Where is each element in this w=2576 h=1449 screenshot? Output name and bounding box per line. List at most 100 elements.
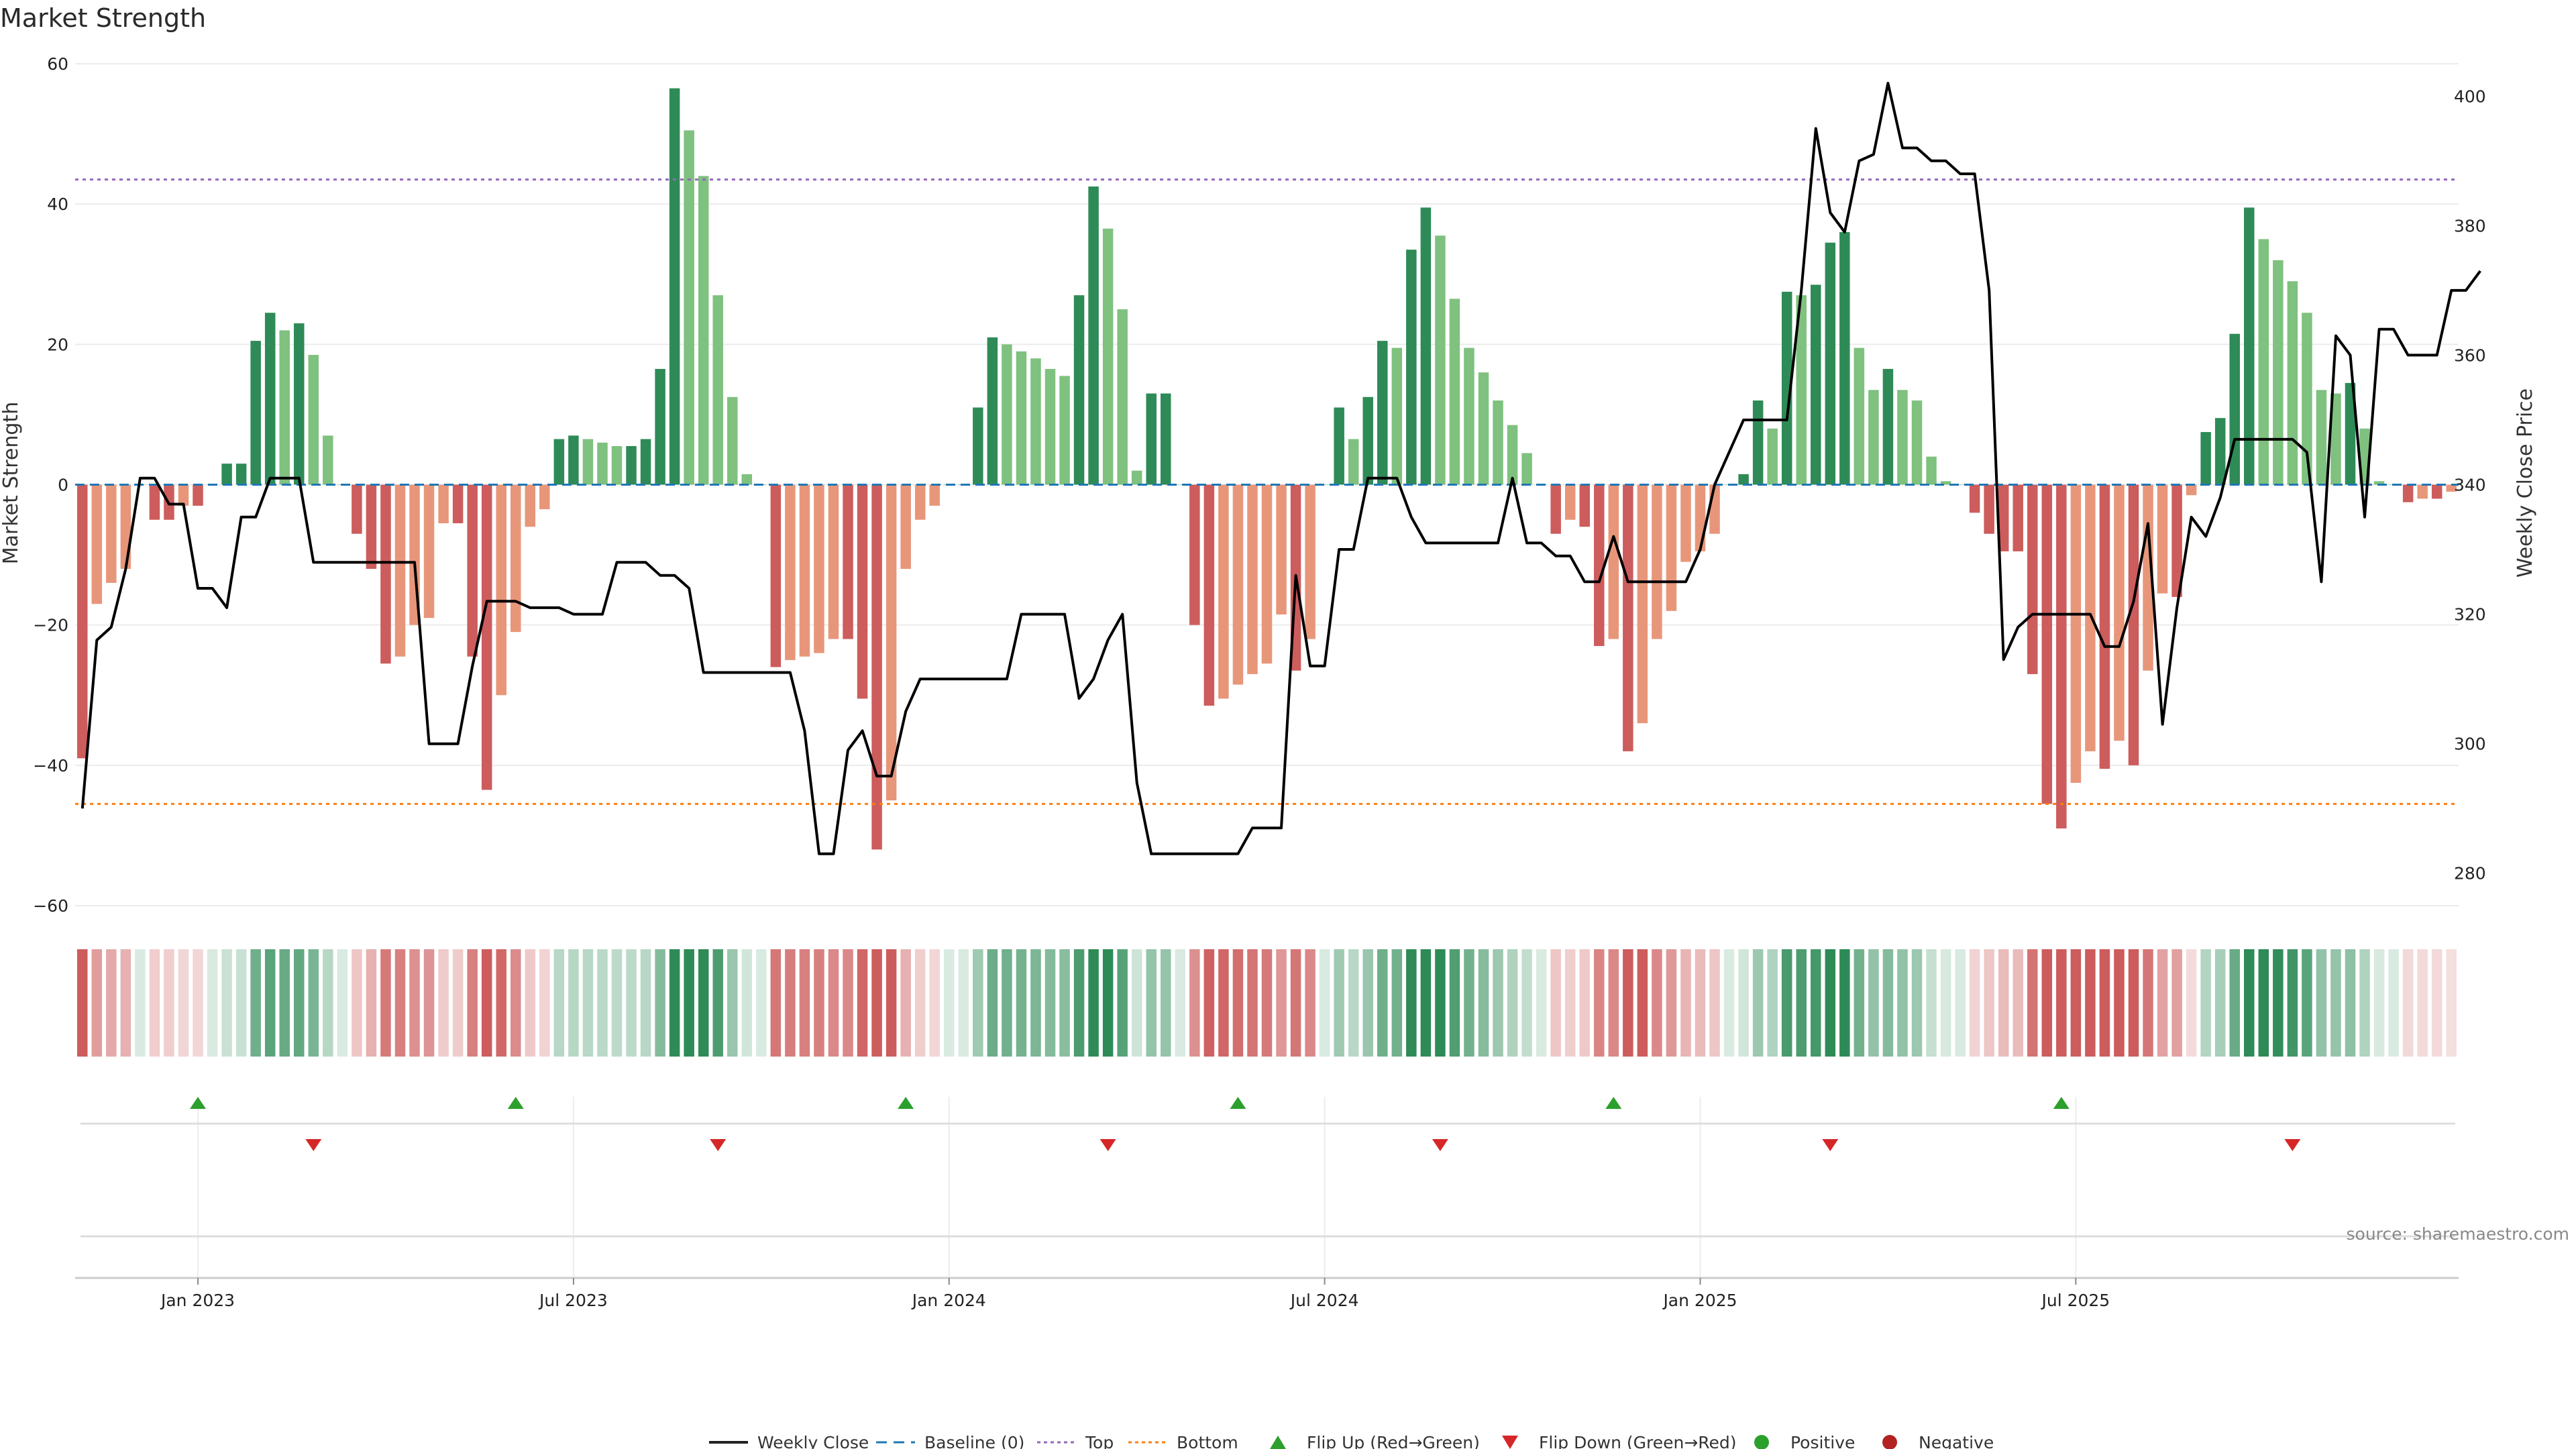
heat-cell — [857, 949, 868, 1057]
heat-cell — [178, 949, 189, 1057]
strength-bar — [1998, 484, 2009, 551]
heat-cell — [2200, 949, 2211, 1057]
heat-cell — [669, 949, 680, 1057]
legend-triangle-up-icon — [1270, 1436, 1286, 1449]
strength-bar — [193, 484, 203, 506]
y-tick-label: 0 — [58, 476, 68, 495]
legend-label: Top — [1085, 1433, 1114, 1449]
heat-cell — [423, 949, 435, 1057]
strength-bar — [900, 484, 911, 569]
strength-bar — [1695, 484, 1706, 551]
heat-cell — [1752, 949, 1764, 1057]
strength-bar — [250, 341, 261, 485]
strength-bar — [2041, 484, 2053, 804]
heat-cell — [1117, 949, 1128, 1057]
heat-cell — [1290, 949, 1301, 1057]
heat-cell — [1232, 949, 1244, 1057]
y-tick-label: −20 — [33, 616, 68, 635]
strength-bar — [857, 484, 868, 699]
heat-cell — [2446, 949, 2457, 1057]
strength-bar — [120, 484, 131, 569]
strength-bar — [308, 355, 319, 485]
heat-cell — [1261, 949, 1273, 1057]
strength-bar — [582, 439, 594, 485]
heat-cell — [1652, 949, 1662, 1057]
strength-bar — [1709, 484, 1720, 534]
heat-cell — [1218, 949, 1229, 1057]
strength-bar — [1752, 400, 1764, 485]
heat-cell — [1854, 949, 1865, 1057]
legend-label: Flip Down (Green→Red) — [1539, 1433, 1737, 1449]
heat-cell — [973, 949, 983, 1057]
strength-bar — [741, 474, 753, 485]
heat-cell — [1550, 949, 1561, 1057]
strength-bar — [669, 88, 680, 485]
flip-down-marker — [1099, 1139, 1116, 1151]
strength-bar — [1362, 396, 1373, 485]
heat-cell — [2373, 949, 2385, 1057]
heat-cell — [539, 949, 550, 1057]
strength-bar — [929, 484, 940, 506]
strength-bar — [828, 484, 839, 639]
strength-bar — [525, 484, 536, 527]
strength-bar — [973, 407, 983, 485]
strength-bar — [1825, 242, 1836, 485]
strength-bar — [1348, 439, 1359, 485]
heat-cell — [294, 949, 305, 1057]
heat-cell — [2041, 949, 2053, 1057]
legend-item: Negative — [1882, 1433, 1994, 1449]
heat-cell — [308, 949, 319, 1057]
strength-bar — [655, 368, 665, 485]
heat-cell — [77, 949, 88, 1057]
flip-up-marker — [1230, 1097, 1246, 1109]
y2-axis-label: Weekly Close Price — [2514, 388, 2537, 578]
heat-cell — [1435, 949, 1446, 1057]
strength-bar — [1334, 407, 1344, 485]
strength-bar — [871, 484, 882, 850]
strength-bar — [1608, 484, 1619, 639]
heat-cell — [1781, 949, 1792, 1057]
y-tick-label: 60 — [47, 54, 68, 74]
strength-bar — [496, 484, 506, 696]
heat-cell — [1420, 949, 1432, 1057]
strength-bar — [611, 445, 623, 485]
heat-cell — [250, 949, 261, 1057]
strength-bar — [1175, 484, 1186, 485]
heat-cell — [1161, 949, 1171, 1057]
heat-cell — [164, 949, 174, 1057]
flip-markers-panel — [80, 1097, 2455, 1278]
strength-bar — [1652, 484, 1662, 639]
heat-cell — [1088, 949, 1099, 1057]
strength-bar — [1305, 484, 1316, 639]
strength-bar — [553, 439, 565, 485]
heat-cell — [843, 949, 853, 1057]
heat-cell — [1016, 949, 1027, 1057]
heat-cell — [149, 949, 160, 1057]
heat-cell — [2402, 949, 2414, 1057]
flip-up-marker — [2053, 1097, 2070, 1109]
strength-bar — [597, 442, 608, 485]
strength-bar — [1391, 347, 1403, 485]
heat-cell — [1478, 949, 1489, 1057]
strength-bar — [2446, 484, 2457, 492]
legend-item: Top — [1037, 1433, 1114, 1449]
heat-cell — [1594, 949, 1605, 1057]
legend-label: Weekly Close — [757, 1433, 869, 1449]
heat-cell — [684, 949, 694, 1057]
heat-cell — [1984, 949, 1994, 1057]
heat-cell — [698, 949, 709, 1057]
y-axis-label: Market Strength — [0, 402, 23, 564]
heat-cell — [1738, 949, 1749, 1057]
heat-cell — [756, 949, 767, 1057]
x-axis: Jan 2023 Jul 2023 Jan 2024 Jul 2024 Jan 2025… — [75, 1277, 2459, 1310]
heat-cell — [1002, 949, 1012, 1057]
y-tick-label: 20 — [47, 335, 68, 354]
heat-cell — [1406, 949, 1417, 1057]
heat-cell — [135, 949, 146, 1057]
strength-bar — [885, 484, 897, 801]
heat-cell — [553, 949, 565, 1057]
heat-cell — [91, 949, 103, 1057]
heat-cell — [1680, 949, 1691, 1057]
heat-cell — [1102, 949, 1114, 1057]
heat-cell — [120, 949, 131, 1057]
